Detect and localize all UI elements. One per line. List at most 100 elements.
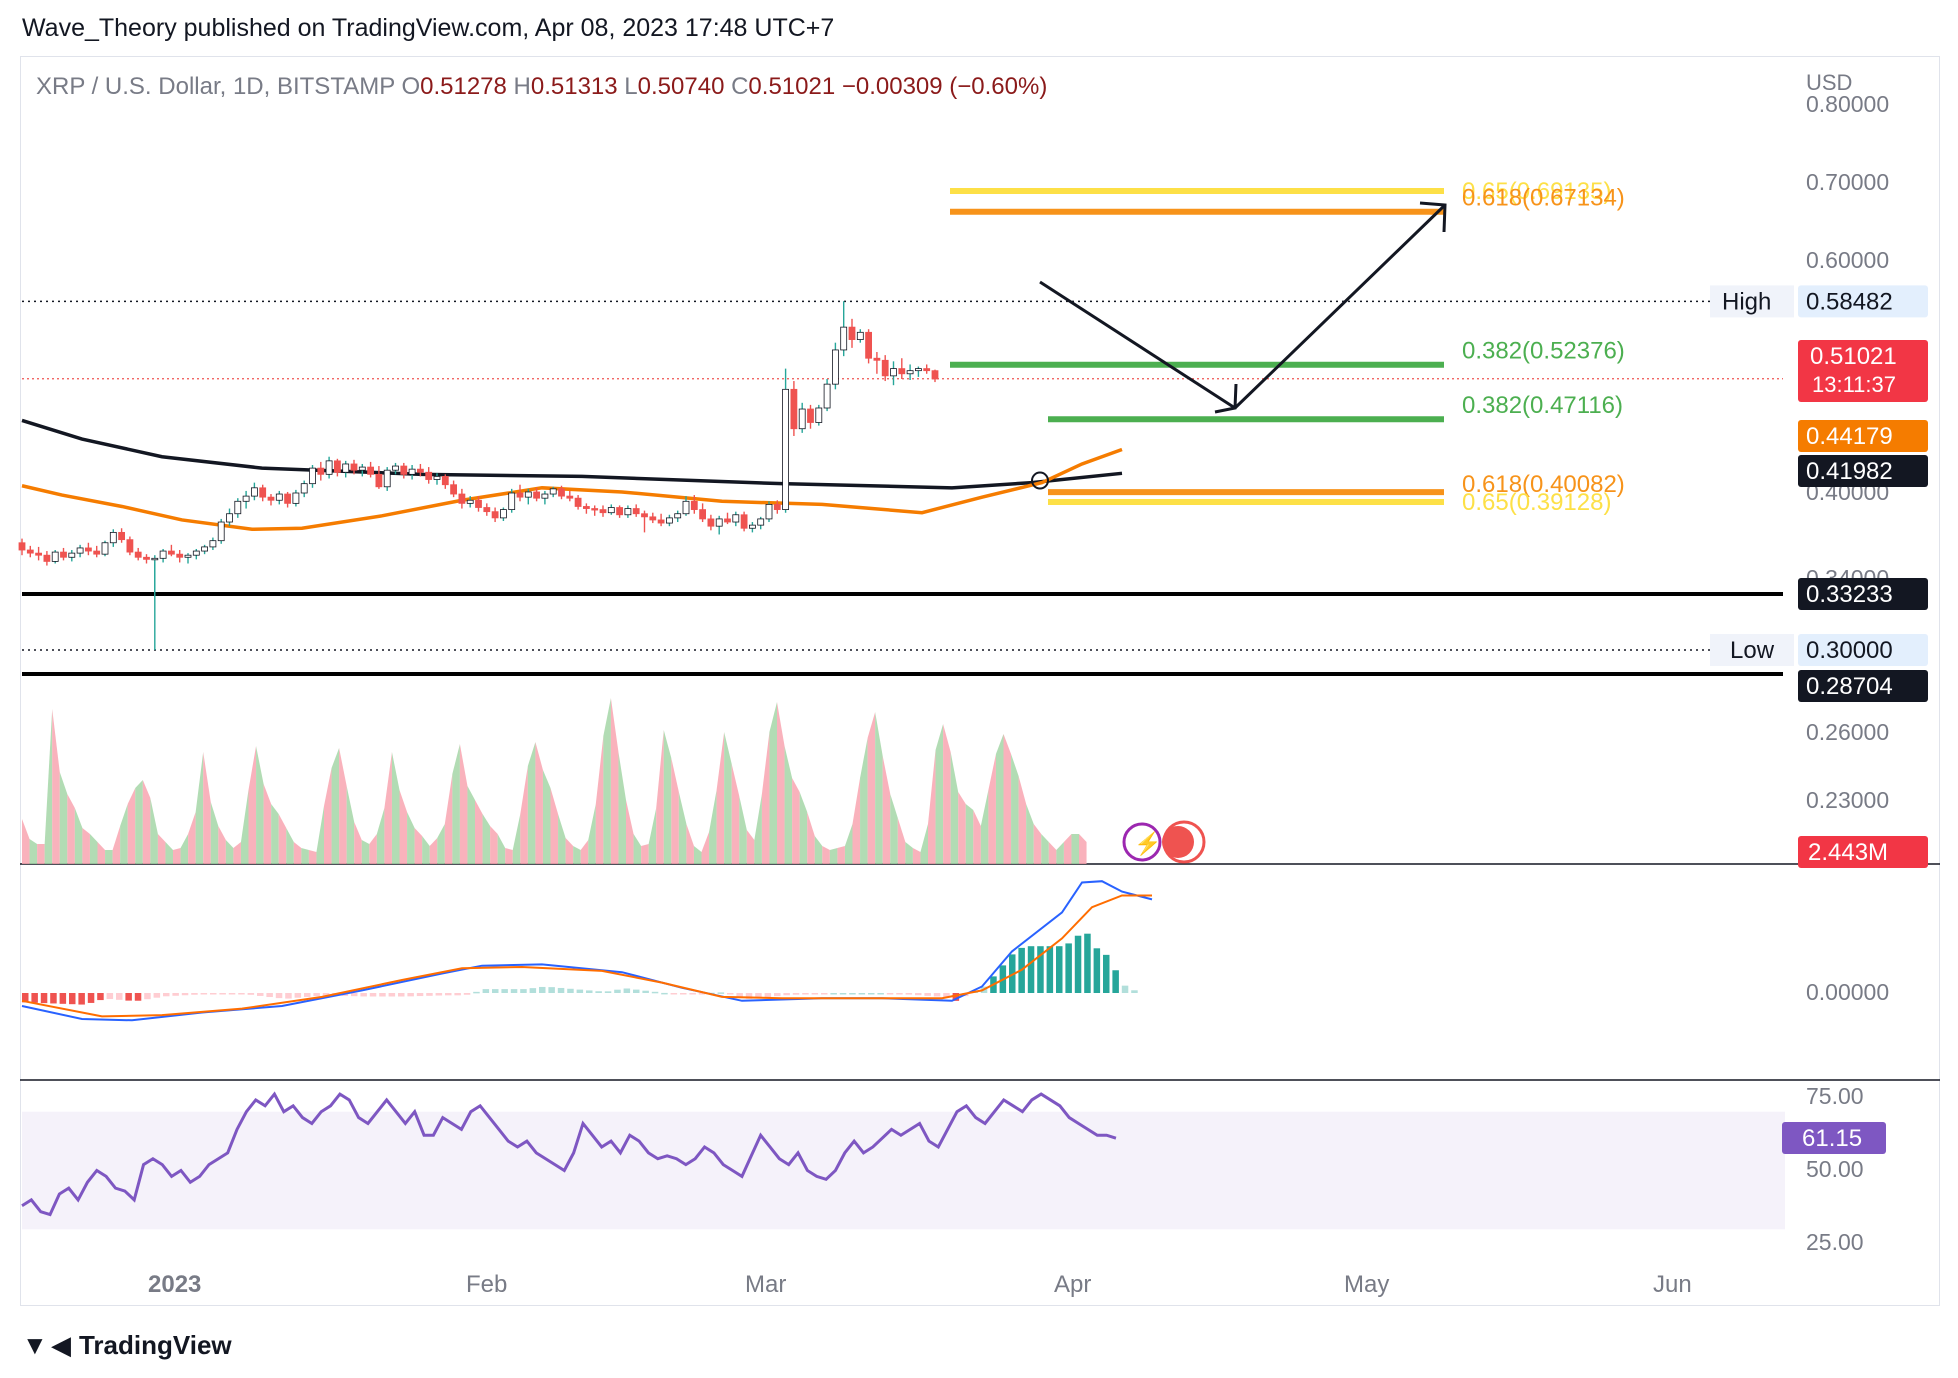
volume-area: [580, 840, 589, 864]
macd-histogram-bar: [736, 993, 743, 998]
candle-up: [798, 408, 806, 430]
volume-area: [633, 834, 642, 864]
candle-up: [524, 491, 532, 498]
candle-down: [574, 497, 582, 507]
rsi-value-tag: 61.15: [1802, 1125, 1862, 1152]
macd-histogram-bar: [614, 989, 621, 993]
candle-down: [26, 549, 34, 554]
volume-area: [739, 796, 747, 864]
fib-level-label: 0.618(0.67134): [1462, 185, 1625, 212]
macd-histogram-bar: [576, 989, 584, 993]
event-lightning-icon[interactable]: [1122, 822, 1162, 862]
candle-down: [450, 484, 458, 495]
volume-area: [920, 824, 928, 864]
candle-down: [566, 495, 574, 499]
macd-histogram-bar: [1056, 946, 1063, 993]
candle-down: [475, 499, 482, 508]
trading-chart[interactable]: 0.65(0.69135)0.618(0.67134) 0.382(0.52376…: [0, 0, 1958, 1320]
macd-histogram-bar: [369, 993, 377, 997]
candle-up: [51, 551, 59, 562]
volume-area: [339, 748, 347, 864]
macd-histogram-bar: [943, 993, 950, 998]
volume-area: [829, 848, 838, 864]
volume-area: [271, 804, 279, 864]
volume-area: [422, 836, 430, 864]
volume-area: [444, 774, 453, 864]
fib-level-label: 0.65(0.39128): [1462, 489, 1611, 516]
candle-down: [143, 556, 150, 560]
volume-area: [542, 770, 551, 864]
candle-down: [657, 519, 665, 524]
volume-area: [459, 744, 468, 864]
macd-histogram-bar: [163, 993, 170, 997]
candle-up: [309, 467, 316, 485]
volume-area: [301, 848, 309, 864]
volume-area: [626, 800, 634, 864]
volume-area: [701, 832, 710, 864]
macd-histogram-bar: [473, 991, 480, 994]
candle-up: [815, 407, 823, 423]
volume-area: [928, 750, 936, 864]
candle-down: [558, 488, 565, 497]
candle-up: [250, 487, 258, 497]
macd-histogram-bar: [313, 993, 320, 997]
macd-histogram-bar: [774, 993, 781, 997]
candle-up: [109, 531, 117, 544]
volume-area: [678, 792, 687, 864]
volume-area: [29, 839, 38, 864]
macd-histogram-bar: [379, 993, 386, 997]
brand-name[interactable]: TradingView: [78, 1330, 232, 1360]
macd-histogram-bar: [181, 993, 189, 996]
volume-area: [59, 772, 68, 864]
arrow-down-leg: [1039, 280, 1236, 410]
volume-area: [1033, 824, 1042, 864]
volume-area: [67, 794, 75, 864]
macd-histogram-bar: [247, 993, 255, 995]
volume-area: [588, 804, 596, 864]
macd-histogram-bar: [275, 993, 283, 999]
candle-down: [259, 487, 267, 498]
volume-area: [709, 790, 717, 864]
macd-histogram-bar: [97, 993, 104, 1001]
volume-area: [867, 712, 876, 864]
volume-area: [369, 834, 377, 864]
macd-histogram-bar: [548, 987, 555, 993]
macd-histogram-bar: [1027, 946, 1035, 993]
macd-histogram-bar: [586, 990, 593, 993]
candle-down: [375, 473, 383, 488]
macd-histogram-bar: [87, 993, 95, 1003]
macd-histogram-bar: [915, 993, 922, 996]
volume-area: [558, 814, 566, 864]
ma-long-line: [21, 418, 1123, 490]
high-label: High: [1722, 288, 1771, 315]
macd-histogram-bar: [604, 991, 612, 993]
volume-area: [308, 850, 317, 864]
volume-area: [943, 724, 951, 864]
time-tick-label: 2023: [148, 1271, 201, 1298]
candle-down: [790, 388, 798, 430]
candle-up: [666, 517, 673, 524]
macd-histogram-bar: [416, 993, 424, 997]
volume-area: [860, 738, 868, 864]
candle-down: [441, 476, 449, 486]
volume-area: [686, 824, 694, 864]
level-tag-028704: 0.28704: [1806, 673, 1893, 700]
volume-area: [905, 842, 913, 864]
volume-area: [980, 790, 989, 864]
fib-level-label: 0.382(0.47116): [1462, 392, 1623, 419]
volume-area: [746, 830, 755, 864]
volume-area: [505, 848, 513, 864]
price-tick-label: 0.80000: [1806, 91, 1889, 117]
macd-histogram-bar: [50, 993, 57, 1004]
candle-down: [35, 552, 42, 556]
macd-histogram-bar: [886, 993, 894, 995]
volume-area: [799, 792, 808, 864]
tradingview-logo-icon[interactable]: ▼ ◀: [22, 1330, 71, 1360]
candle-down: [881, 359, 889, 377]
ma-mid-tag-bg: [1798, 420, 1928, 452]
macd-histogram-bar: [40, 993, 48, 1004]
volume-area: [452, 744, 460, 864]
arrow-up-head: [1419, 201, 1447, 233]
macd-histogram-bar: [435, 993, 443, 996]
level-tag-033233-bg: [1798, 578, 1928, 610]
